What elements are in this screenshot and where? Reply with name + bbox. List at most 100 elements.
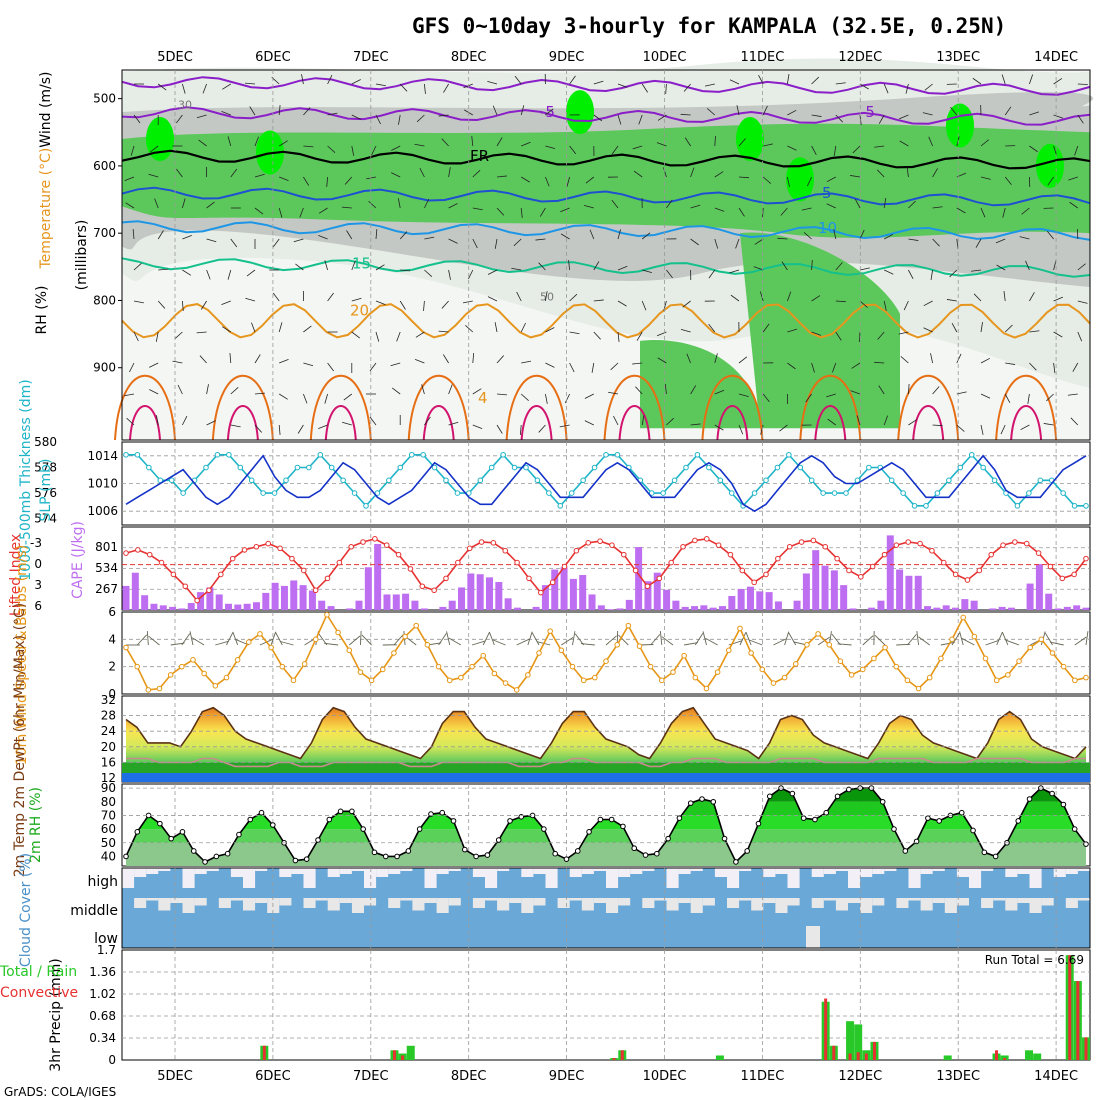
wind-barb — [303, 107, 311, 116]
wind-barb-10m — [745, 631, 752, 646]
wind-barb — [811, 331, 822, 336]
rh-line-point — [179, 829, 186, 835]
cloud-level-label: low — [94, 931, 118, 947]
wind-barb — [932, 238, 940, 247]
rh-line-point — [812, 816, 818, 823]
cloud-middle-gap — [666, 898, 679, 911]
wind-barb — [1077, 331, 1083, 342]
cloud-middle-gap — [993, 898, 1006, 901]
wind-barb — [1000, 424, 1006, 435]
cloud-middle-gap — [739, 898, 752, 901]
rh-line-point — [394, 853, 400, 860]
wind-barb — [279, 359, 289, 364]
wind-barb — [684, 137, 691, 147]
wind-barb — [1029, 362, 1037, 371]
cloud-high-gap — [630, 868, 643, 874]
rh-line-point — [405, 848, 412, 854]
wind-barb — [617, 83, 628, 88]
wind-barb — [441, 138, 449, 147]
cape-bar — [346, 608, 354, 610]
wind-barb — [1043, 423, 1054, 426]
rh-line-point — [789, 790, 796, 797]
wind-speed-line-point — [625, 622, 632, 629]
cloud-high-gap — [351, 868, 364, 871]
wind-barb — [714, 353, 718, 364]
thickness-line-point — [134, 451, 141, 458]
wind-barb — [1053, 145, 1058, 156]
precip-convective-bar — [995, 1050, 999, 1060]
lifted-index-line-point — [917, 540, 923, 547]
wind-barb — [950, 106, 958, 116]
lifted-index-line-point — [905, 539, 912, 545]
cloud-middle-gap — [158, 898, 171, 911]
wind-barb — [202, 83, 207, 94]
lifted-index-line-point — [561, 563, 568, 570]
wind-barb-10m — [482, 632, 490, 646]
wind-barb — [787, 74, 790, 85]
wind-barb — [899, 114, 909, 120]
lifted-index-line-point — [976, 567, 983, 574]
wind-speed-line-point — [893, 663, 900, 670]
wind-barb — [245, 82, 256, 85]
temp-area — [126, 707, 1086, 763]
wind-barb — [149, 389, 159, 395]
rh-line-point — [744, 848, 750, 854]
wind-barb — [472, 353, 475, 364]
rh-line-point — [168, 835, 174, 842]
wind-speed-line-point — [268, 644, 274, 651]
wind-barb — [297, 424, 304, 434]
wind-barb-10m — [817, 636, 830, 646]
wind-barb — [906, 167, 909, 178]
wind-barb — [324, 393, 328, 404]
lifted-index-line-point — [502, 547, 509, 554]
cloud-middle-gap — [218, 898, 231, 908]
wind-barb — [980, 176, 991, 180]
cape-tick: 801 — [95, 540, 118, 554]
thickness-line-point — [408, 451, 415, 458]
lifted-index-line-point — [265, 540, 272, 547]
thickness-line-point — [648, 490, 655, 496]
wind-barb — [1021, 207, 1030, 215]
rh-line-point — [1015, 818, 1022, 824]
rh-line-point — [891, 826, 897, 832]
lifted-index-line-point — [1059, 575, 1066, 582]
lifted-index-line-point — [123, 550, 129, 556]
rh-line-point — [326, 816, 333, 823]
wind-barb — [827, 418, 837, 426]
cloud-high-gap — [1053, 868, 1066, 877]
lifted-index-line-point — [289, 555, 295, 562]
wind-barb-10m — [572, 631, 576, 646]
lifted-index-line-point — [336, 559, 343, 566]
lifted-index-line-point — [940, 559, 947, 566]
cloud-middle-gap — [1005, 898, 1018, 911]
wind-barb — [249, 106, 256, 116]
rh-line-point — [1071, 826, 1078, 832]
wind-barb — [149, 145, 159, 153]
cloud-middle-gap — [279, 898, 292, 906]
wind-barb — [593, 299, 604, 302]
thickness-axis-label: 1000-500mb Thickness (dm) — [18, 379, 34, 580]
wind-barb — [874, 361, 885, 364]
cloud-high-gap — [243, 868, 256, 888]
wind-barb — [708, 323, 716, 333]
wind-barb — [1029, 292, 1035, 302]
wind-barb — [908, 419, 918, 426]
wind-barb — [932, 206, 943, 209]
isotherm-25 — [211, 374, 274, 441]
wind-barb — [343, 393, 353, 401]
cape-bar — [374, 543, 382, 610]
wind-barb — [206, 238, 217, 243]
wind-barb — [781, 261, 788, 271]
wind-barb — [665, 83, 667, 95]
wind-barb — [883, 83, 889, 94]
thickness-line-point — [1060, 490, 1066, 496]
wind-barb — [1019, 236, 1030, 240]
wind-speed-line-point — [659, 677, 665, 684]
cloud-high-gap — [1065, 868, 1078, 874]
wind-barb — [833, 229, 837, 240]
thickness-line-point — [488, 464, 495, 471]
wind-barb-10m — [448, 637, 462, 646]
thickness-line-point — [283, 477, 289, 484]
wind-barb — [560, 233, 570, 240]
